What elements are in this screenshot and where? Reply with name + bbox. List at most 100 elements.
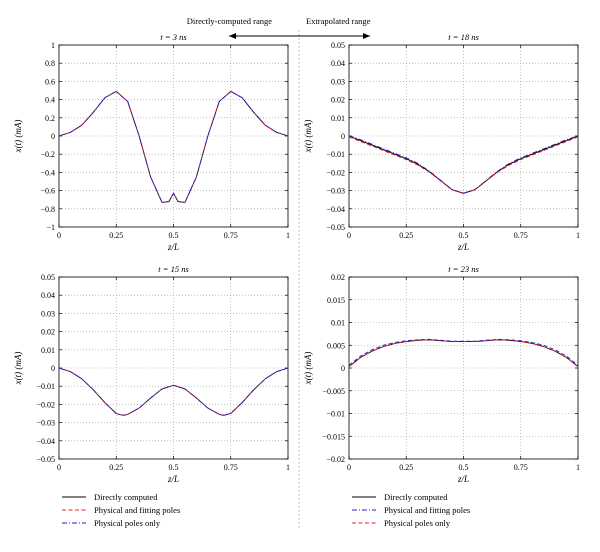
x-axis-label: z/L (167, 242, 179, 252)
legend-label: Directly computed (384, 492, 448, 502)
y-tick-label: 0 (51, 132, 55, 141)
x-tick-label: 1 (286, 463, 290, 472)
x-tick-label: 0 (57, 231, 61, 240)
panel-title: t = 18 ns (448, 32, 479, 42)
x-tick-label: 0.5 (459, 463, 469, 472)
x-tick-label: 0.75 (514, 231, 528, 240)
y-tick-label: 0.6 (45, 77, 55, 86)
legend-label: Physical poles only (384, 518, 451, 528)
y-tick-label: −0.05 (326, 223, 345, 232)
x-tick-label: 1 (576, 463, 580, 472)
y-tick-label: −0.03 (36, 419, 55, 428)
series-line-1 (348, 135, 579, 194)
y-tick-label: −0.01 (36, 382, 55, 391)
x-tick-label: 0.25 (109, 463, 123, 472)
x-tick-label: 0.5 (169, 231, 179, 240)
legend-label: Physical poles only (94, 518, 161, 528)
x-tick-label: 0 (347, 463, 351, 472)
y-tick-label: 0.05 (331, 41, 345, 50)
y-tick-label: 0 (341, 132, 345, 141)
chart-panel-3: 0 0.25 0.5 0.75 1 0.05 0.04 0.03 0.02 0.01 0 −0.01 −… (13, 264, 290, 484)
y-tick-label: 0.4 (45, 96, 55, 105)
legends: Directly computed Physical and fitting po… (62, 492, 470, 528)
y-tick-label: 0.02 (331, 96, 345, 105)
y-tick-label: 0.2 (45, 114, 55, 123)
legend-label: Directly computed (94, 492, 158, 502)
header-left-label: Directly-computed range (187, 16, 272, 26)
x-tick-label: 0 (347, 231, 351, 240)
x-tick-label: 0.25 (399, 463, 413, 472)
legend-label: Physical and fitting poles (94, 505, 180, 515)
y-tick-label: −0.4 (40, 168, 55, 177)
series-line-2 (58, 90, 289, 203)
y-tick-label: 0.01 (331, 114, 345, 123)
series-line-3 (348, 135, 579, 194)
x-axis-label: z/L (457, 474, 469, 484)
header-double-arrow (229, 33, 370, 39)
y-tick-label: −0.005 (322, 387, 345, 396)
y-tick-label: 0.01 (41, 346, 55, 355)
series-line-2 (348, 136, 579, 194)
x-tick-label: 0.25 (109, 231, 123, 240)
y-tick-label: 0.03 (41, 309, 55, 318)
y-tick-label: −1 (46, 223, 55, 232)
header-right-label: Extrapolated range (306, 16, 371, 26)
x-tick-label: 0.25 (399, 231, 413, 240)
y-axis-label: x(t) (mA) (303, 120, 313, 154)
legend-1: Directly computed Physical and fitting po… (62, 492, 180, 528)
y-tick-label: 0 (51, 364, 55, 373)
x-tick-label: 0.75 (514, 463, 528, 472)
y-tick-label: 1 (51, 41, 55, 50)
y-tick-label: 0.01 (331, 319, 345, 328)
y-tick-label: 0.02 (331, 273, 345, 282)
y-tick-label: 0.04 (331, 59, 345, 68)
y-tick-label: −0.03 (326, 187, 345, 196)
y-tick-label: 0.04 (41, 291, 55, 300)
chart-panel-4: 0 0.25 0.5 0.75 1 0.02 0.015 0.01 0.005 0 −0.005 −0… (303, 264, 580, 484)
x-tick-label: 0.5 (459, 231, 469, 240)
chart-panel-1: 0 0.25 0.5 0.75 1 1 0.8 0.6 0.4 0.2 0 −0.2 −0.4 −0.6 −… (13, 32, 290, 252)
x-axis-label: z/L (457, 242, 469, 252)
series-line-3 (58, 90, 289, 203)
series-line-2 (348, 339, 579, 367)
y-tick-label: −0.01 (326, 410, 345, 419)
y-tick-label: −0.6 (40, 187, 55, 196)
x-axis-label: z/L (167, 474, 179, 484)
panel-title: t = 3 ns (160, 32, 187, 42)
y-tick-label: −0.2 (40, 150, 55, 159)
chart-panel-2: 0 0.25 0.5 0.75 1 0.05 0.04 0.03 0.02 0.01 0 −0.01 −… (303, 32, 580, 252)
legend-label: Physical and fitting poles (384, 505, 470, 515)
panel-title: t = 15 ns (158, 264, 189, 274)
y-tick-label: −0.04 (326, 205, 345, 214)
y-tick-label: 0.05 (41, 273, 55, 282)
chart-panels: 0 0.25 0.5 0.75 1 1 0.8 0.6 0.4 0.2 0 −0.2 −0.4 −0.6 −… (13, 32, 580, 484)
y-axis-label: x(t) (mA) (13, 352, 23, 386)
y-tick-label: 0.03 (331, 77, 345, 86)
x-tick-label: 1 (576, 231, 580, 240)
y-tick-label: 0.015 (327, 296, 345, 305)
series-line-3 (58, 367, 289, 416)
y-axis-label: x(t) (mA) (13, 120, 23, 154)
x-tick-label: 0.75 (224, 463, 238, 472)
series-line-3 (348, 338, 579, 366)
y-tick-label: −0.04 (36, 437, 55, 446)
y-tick-label: 0 (341, 364, 345, 373)
y-axis-label: x(t) (mA) (303, 352, 313, 386)
y-tick-label: −0.02 (36, 400, 55, 409)
panel-title: t = 23 ns (448, 264, 479, 274)
y-tick-label: −0.02 (326, 455, 345, 464)
x-tick-label: 0.75 (224, 231, 238, 240)
y-tick-label: −0.8 (40, 205, 55, 214)
x-tick-label: 1 (286, 231, 290, 240)
legend-2: Directly computed Physical and fitting po… (352, 492, 470, 528)
y-tick-label: 0.8 (45, 59, 55, 68)
y-tick-label: 0.02 (41, 328, 55, 337)
y-tick-label: −0.015 (322, 432, 345, 441)
y-tick-label: −0.02 (326, 168, 345, 177)
y-tick-label: 0.005 (327, 341, 345, 350)
y-tick-label: −0.01 (326, 150, 345, 159)
x-tick-label: 0 (57, 463, 61, 472)
y-tick-label: −0.05 (36, 455, 55, 464)
x-tick-label: 0.5 (169, 463, 179, 472)
